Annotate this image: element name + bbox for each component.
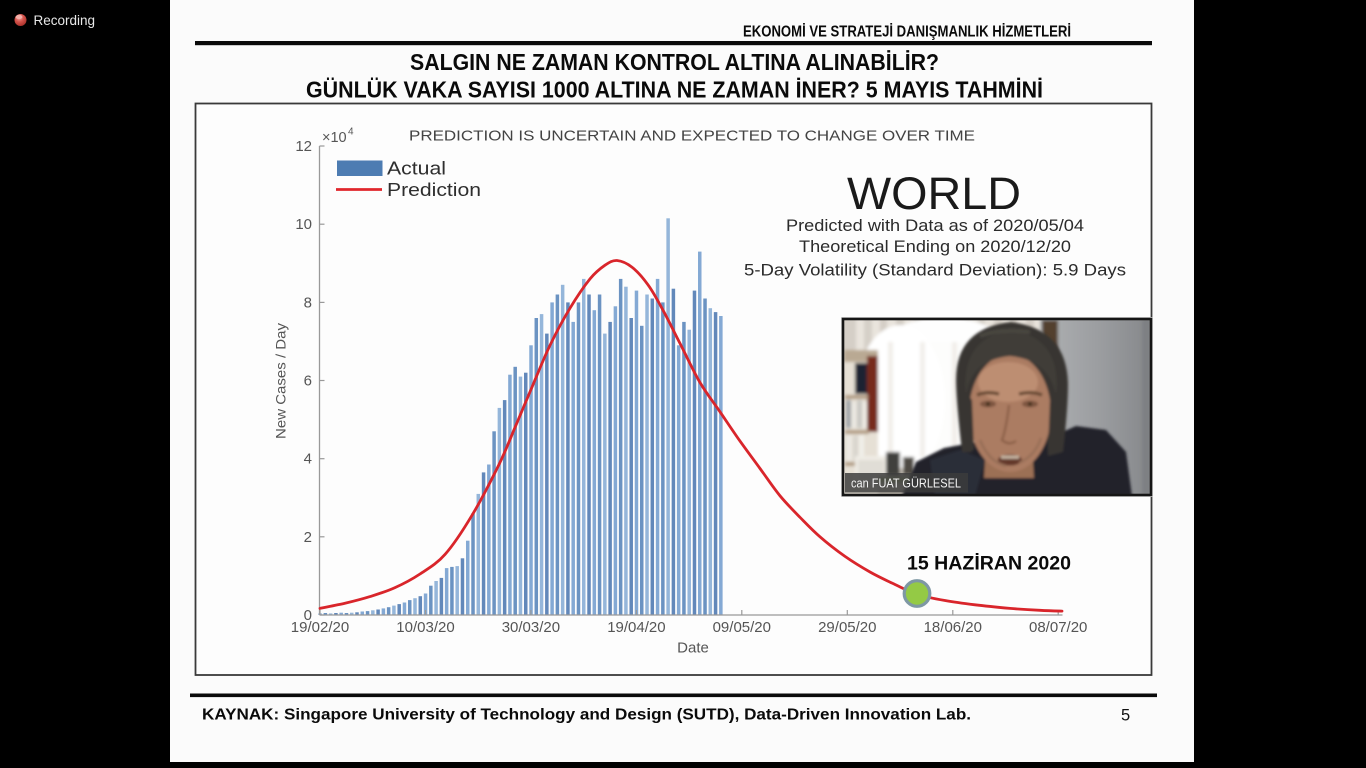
svg-text:8: 8 (304, 294, 312, 311)
svg-text:KAYNAK: Singapore University o: KAYNAK: Singapore University of Technolo… (202, 707, 971, 724)
svg-text:5: 5 (1121, 707, 1130, 725)
svg-text:New Cases / Day: New Cases / Day (274, 323, 289, 439)
svg-text:15 HAZİRAN 2020: 15 HAZİRAN 2020 (907, 552, 1071, 575)
svg-text:19/04/20: 19/04/20 (607, 619, 665, 636)
svg-text:Predicted with Data as of 2020: Predicted with Data as of 2020/05/04 (786, 217, 1084, 235)
svg-text:30/03/20: 30/03/20 (502, 619, 560, 636)
svg-text:Date: Date (677, 640, 709, 657)
svg-text:Actual: Actual (387, 159, 446, 179)
svg-text:29/05/20: 29/05/20 (818, 619, 876, 636)
svg-text:5-Day Volatility (Standard Dev: 5-Day Volatility (Standard Deviation): 5… (744, 262, 1126, 280)
svg-text:PREDICTION IS UNCERTAIN AND EX: PREDICTION IS UNCERTAIN AND EXPECTED TO … (409, 129, 975, 145)
svg-text:09/05/20: 09/05/20 (713, 619, 771, 636)
svg-text:Prediction: Prediction (387, 180, 481, 200)
svg-text:12: 12 (295, 138, 312, 155)
svg-text:4: 4 (348, 127, 354, 138)
svg-text:Theoretical Ending on 2020/12/: Theoretical Ending on 2020/12/20 (799, 238, 1071, 256)
svg-text:0: 0 (304, 607, 312, 624)
svg-text:2: 2 (304, 529, 312, 546)
svg-text:WORLD: WORLD (847, 168, 1021, 219)
svg-text:EKONOMİ VE STRATEJİ DANIŞMANLI: EKONOMİ VE STRATEJİ DANIŞMANLIK HİZMETLE… (743, 23, 1071, 41)
svg-text:4: 4 (304, 451, 312, 468)
svg-text:can FUAT GÜRLESEL: can FUAT GÜRLESEL (851, 476, 961, 491)
svg-text:6: 6 (304, 373, 312, 390)
svg-text:10: 10 (295, 216, 312, 233)
svg-text:Recording: Recording (34, 13, 96, 28)
svg-text:19/02/20: 19/02/20 (291, 619, 349, 636)
svg-text:18/06/20: 18/06/20 (924, 619, 982, 636)
svg-text:SALGIN NE ZAMAN KONTROL ALTINA: SALGIN NE ZAMAN KONTROL ALTINA ALINABİLİ… (410, 49, 939, 75)
svg-text:×10: ×10 (322, 130, 347, 146)
svg-text:08/07/20: 08/07/20 (1029, 619, 1087, 636)
svg-text:GÜNLÜK VAKA SAYISI 1000 ALTINA: GÜNLÜK VAKA SAYISI 1000 ALTINA NE ZAMAN … (306, 77, 1043, 103)
svg-text:10/03/20: 10/03/20 (396, 619, 454, 636)
